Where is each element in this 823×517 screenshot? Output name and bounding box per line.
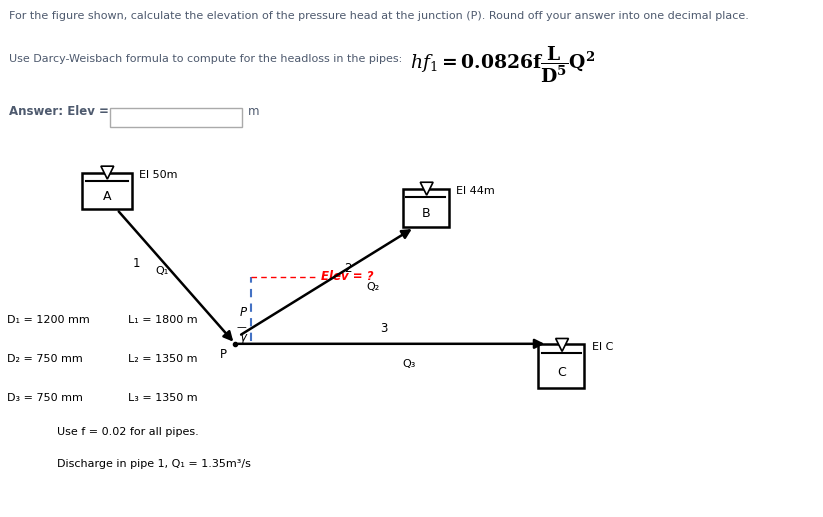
- Text: Elev = ?: Elev = ?: [321, 270, 374, 283]
- Bar: [110, 108, 242, 127]
- Text: B: B: [421, 207, 430, 220]
- Text: D₃ = 750 mm: D₃ = 750 mm: [7, 393, 83, 403]
- Text: D₂ = 750 mm: D₂ = 750 mm: [7, 354, 83, 364]
- Bar: [402, 189, 449, 227]
- Text: A: A: [103, 190, 111, 203]
- Text: El 44m: El 44m: [456, 186, 495, 196]
- Text: L₃ = 1350 m: L₃ = 1350 m: [128, 393, 198, 403]
- Bar: [538, 344, 584, 388]
- Text: 1: 1: [133, 257, 141, 270]
- Text: $\mathbf{\mathit{hf_1}}$$\mathbf{ = 0.0826f}$$\mathbf{\dfrac{L}{D^5}Q^2}$: $\mathbf{\mathit{hf_1}}$$\mathbf{ = 0.08…: [410, 44, 595, 85]
- Text: —: —: [237, 322, 247, 332]
- Text: L₁ = 1800 m: L₁ = 1800 m: [128, 315, 198, 325]
- Text: Use f = 0.02 for all pipes.: Use f = 0.02 for all pipes.: [57, 427, 199, 436]
- Text: Answer: Elev =: Answer: Elev =: [9, 105, 109, 118]
- Text: C: C: [557, 366, 565, 379]
- Text: Q₁: Q₁: [156, 266, 169, 277]
- Text: D₁ = 1200 mm: D₁ = 1200 mm: [7, 315, 90, 325]
- Text: El C: El C: [592, 342, 613, 352]
- Polygon shape: [101, 166, 114, 179]
- Text: Discharge in pipe 1, Q₁ = 1.35m³/s: Discharge in pipe 1, Q₁ = 1.35m³/s: [57, 459, 251, 468]
- Text: γ: γ: [239, 330, 247, 344]
- Text: For the figure shown, calculate the elevation of the pressure head at the juncti: For the figure shown, calculate the elev…: [9, 11, 749, 21]
- Text: 3: 3: [380, 322, 388, 335]
- Text: L₂ = 1350 m: L₂ = 1350 m: [128, 354, 198, 364]
- Text: P: P: [220, 348, 226, 361]
- Text: El 50m: El 50m: [139, 170, 178, 180]
- Polygon shape: [421, 182, 433, 195]
- Bar: [82, 173, 132, 209]
- Text: Use Darcy-Weisbach formula to compute for the headloss in the pipes:: Use Darcy-Weisbach formula to compute fo…: [9, 54, 402, 64]
- Polygon shape: [556, 339, 569, 352]
- Text: Q₃: Q₃: [402, 359, 416, 370]
- Text: P: P: [239, 306, 247, 320]
- Text: 2: 2: [344, 262, 351, 276]
- Text: m: m: [248, 105, 259, 118]
- Text: Q₂: Q₂: [366, 282, 379, 292]
